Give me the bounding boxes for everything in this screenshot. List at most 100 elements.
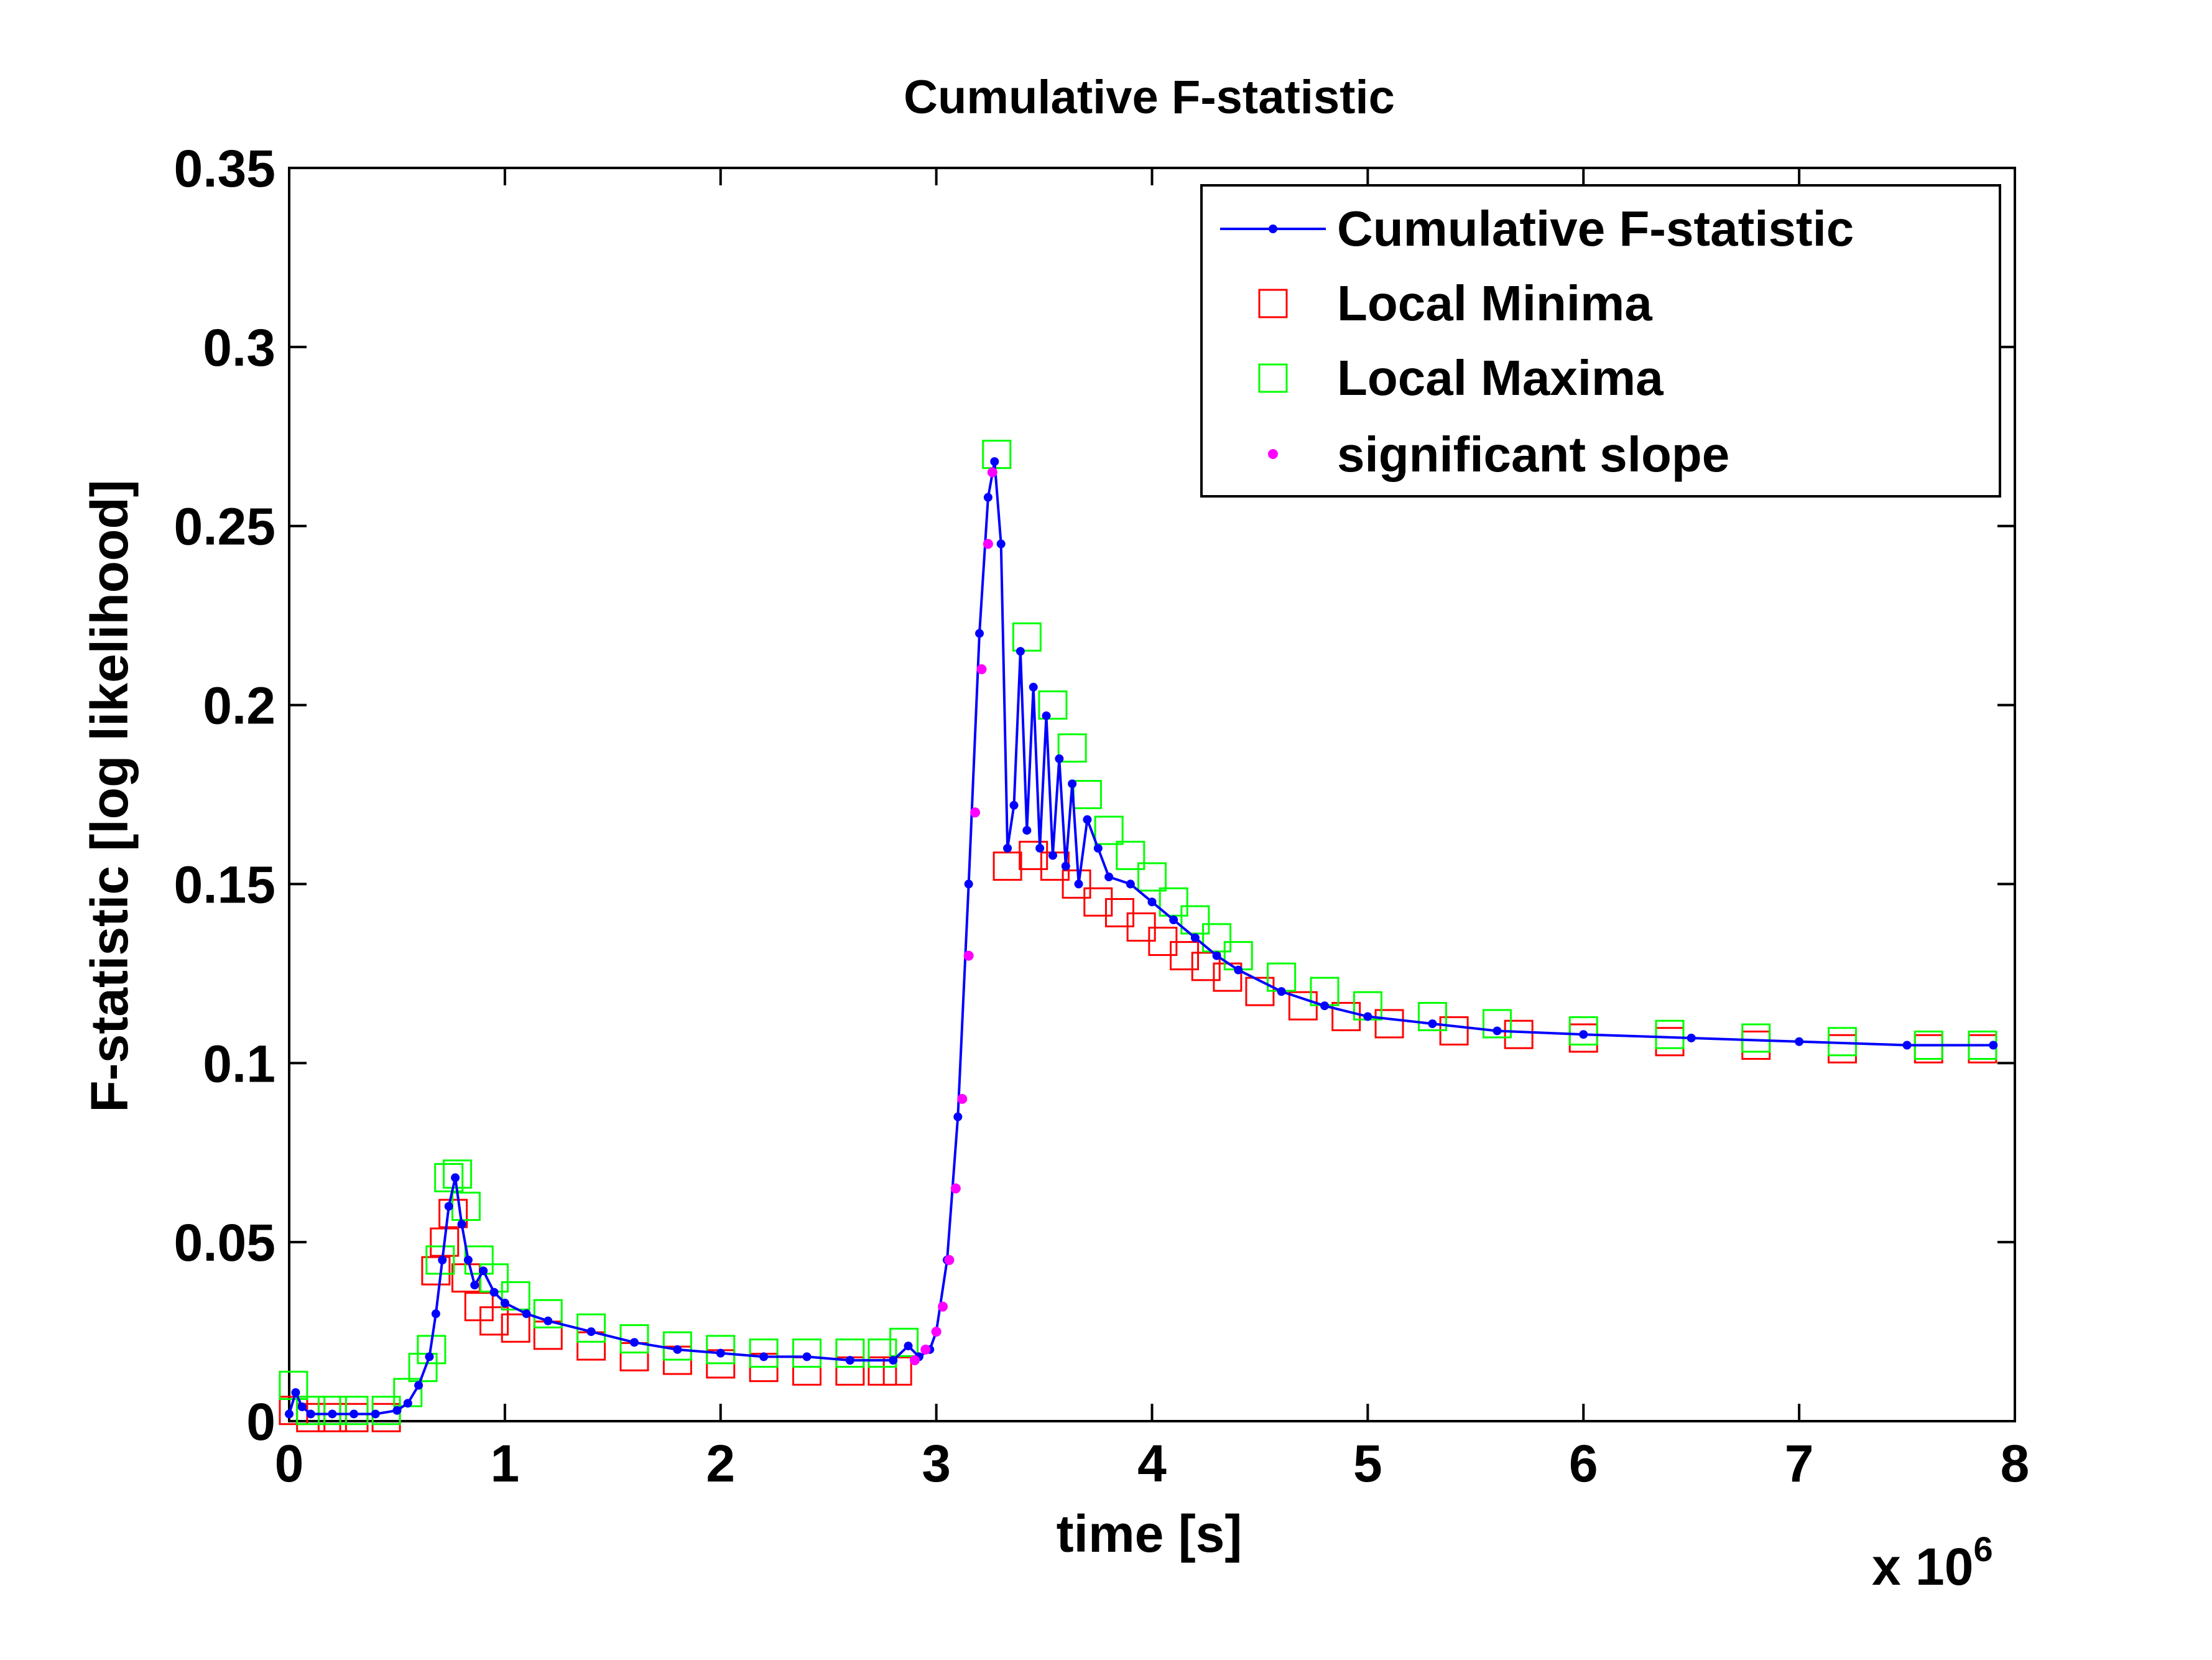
x-tick-labels: 0 1 2 3 4 5 6 7 8 (275, 1434, 2030, 1493)
significant-slope-point (987, 467, 997, 478)
local-maxima-marker (1655, 1019, 1685, 1049)
local-maxima-marker (662, 1331, 692, 1361)
x-multiplier-exponent: 6 (1974, 1529, 1993, 1569)
legend-item-cumulative: Cumulative F-statistic (1220, 201, 1854, 256)
local-maxima-marker (792, 1338, 821, 1368)
cumulative-point (1902, 1041, 1912, 1050)
cumulative-point (975, 629, 984, 638)
y-tick-label: 0.1 (203, 1034, 275, 1093)
cumulative-point (990, 457, 999, 466)
y-tick-label: 0.35 (174, 139, 276, 198)
x-multiplier-base: x 10 (1872, 1537, 1974, 1596)
legend-label-cumulative: Cumulative F-statistic (1337, 201, 1854, 256)
cumulative-point (463, 1255, 473, 1264)
cumulative-point (1068, 779, 1077, 789)
local-minima-marker (1374, 1009, 1404, 1039)
local-minima-marker (430, 1227, 460, 1257)
cumulative-point (1016, 647, 1025, 656)
cumulative-point (1035, 843, 1045, 853)
cumulative-point (904, 1342, 913, 1351)
legend-square-minima (1258, 289, 1288, 318)
cumulative-point (1989, 1041, 1998, 1050)
significant-slope-point (950, 1183, 961, 1194)
cumulative-point (1795, 1037, 1804, 1046)
x-tick-label: 8 (2001, 1434, 2030, 1493)
cumulative-point (1074, 879, 1083, 889)
cumulative-point (1126, 879, 1135, 889)
cumulative-point (444, 1202, 453, 1211)
local-minima-marker (479, 1306, 509, 1336)
y-tick-label: 0.25 (174, 498, 276, 556)
cumulative-point (306, 1409, 315, 1419)
local-maxima-marker (296, 1396, 326, 1426)
cumulative-point (438, 1255, 447, 1264)
cumulative-point (1363, 1012, 1372, 1021)
cumulative-point (889, 1356, 898, 1365)
y-tick-label: 0.05 (174, 1213, 276, 1272)
significant-slope-point (970, 807, 981, 818)
cumulative-point (328, 1409, 337, 1419)
significant-slope-point (976, 664, 987, 674)
legend-dot-cumulative (1269, 225, 1277, 233)
cumulative-point (673, 1345, 682, 1354)
cumulative-point (759, 1352, 769, 1361)
series-layer (279, 440, 1998, 1432)
cumulative-point (996, 539, 1006, 549)
local-maxima-marker (1137, 862, 1167, 892)
cumulative-point (964, 879, 973, 889)
cumulative-point (403, 1399, 412, 1408)
y-tick-label: 0.15 (174, 855, 276, 914)
x-tick-label: 4 (1137, 1434, 1167, 1493)
significant-slope-point (920, 1344, 931, 1355)
x-tick-label: 0 (275, 1434, 304, 1493)
cumulative-point (544, 1316, 553, 1325)
cumulative-point (371, 1409, 380, 1419)
cumulative-point (953, 1112, 963, 1121)
cumulative-point (479, 1266, 488, 1276)
local-maxima-marker (1417, 1001, 1447, 1031)
local-maxima-marker (1116, 840, 1145, 870)
local-maxima-marker (408, 1353, 438, 1383)
y-axis-label: F-statistic [log likelihood] (80, 480, 139, 1112)
cumulative-point (470, 1281, 479, 1290)
cumulative-point (1055, 754, 1064, 763)
cumulative-point (802, 1352, 812, 1361)
cumulative-point (845, 1356, 854, 1365)
local-maxima-marker (1483, 1009, 1512, 1039)
cumulative-point (630, 1338, 639, 1347)
x-tick-label: 7 (1785, 1434, 1814, 1493)
cumulative-point (1492, 1026, 1502, 1036)
cumulative-point (1579, 1030, 1588, 1039)
local-maxima-marker (1094, 815, 1124, 845)
cumulative-point (1003, 843, 1012, 853)
cumulative-point (1147, 897, 1157, 907)
local-maxima-marker (835, 1338, 865, 1368)
cumulative-point (297, 1402, 307, 1411)
significant-slope-point (957, 1093, 968, 1104)
local-minima-marker (1083, 887, 1113, 917)
legend-item-minima: Local Minima (1258, 276, 1652, 331)
y-tick-label: 0.2 (203, 677, 275, 735)
local-minima-marker (1062, 869, 1091, 899)
cumulative-point (1029, 682, 1038, 692)
local-maxima-marker (1741, 1023, 1771, 1053)
legend-item-maxima: Local Maxima (1258, 350, 1664, 406)
cumulative-point (1169, 916, 1178, 924)
local-maxima-marker (533, 1299, 563, 1328)
cumulative-point (522, 1309, 531, 1319)
cumulative-point (349, 1409, 359, 1419)
significant-slope-point (983, 539, 993, 549)
significant-slope-point (944, 1254, 955, 1265)
local-maxima-marker (868, 1338, 897, 1368)
cumulative-point (1234, 965, 1243, 975)
legend-label-minima: Local Minima (1337, 276, 1652, 331)
local-maxima-marker (434, 1163, 464, 1193)
local-maxima-marker (317, 1396, 347, 1426)
local-minima-marker (1504, 1019, 1534, 1049)
cumulative-point (1061, 861, 1070, 871)
legend-square-maxima (1258, 363, 1288, 393)
x-tick-label: 1 (491, 1434, 520, 1493)
local-minima-marker (1170, 941, 1200, 971)
cumulative-point (1042, 711, 1051, 720)
